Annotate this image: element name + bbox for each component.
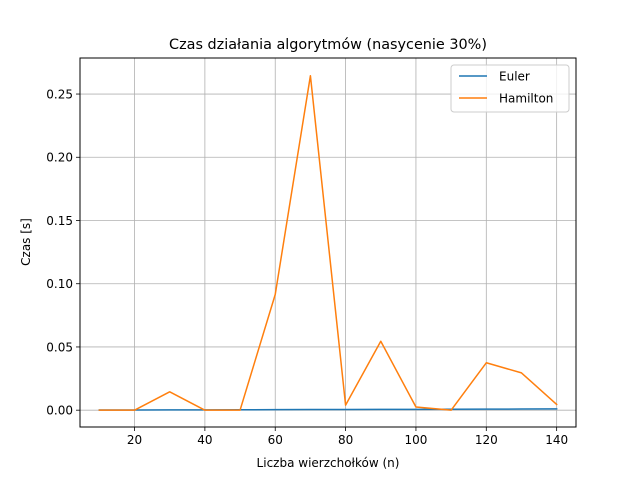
legend: Euler Hamilton xyxy=(450,64,570,113)
plot-frame xyxy=(79,57,577,428)
x-tick-label: 80 xyxy=(338,433,353,447)
series-lines xyxy=(98,74,558,411)
x-tick-label: 140 xyxy=(545,433,568,447)
y-tick-label: 0.00 xyxy=(46,403,73,417)
axis-ticks: 20 40 60 80 100 120 140 0.00 0.05 0.10 0.15 0.20 0.2… xyxy=(46,87,568,447)
y-tick-label: 0.10 xyxy=(46,277,73,291)
x-axis-label: Liczba wierzchołków (n) xyxy=(257,456,400,470)
y-tick-label: 0.25 xyxy=(46,87,73,101)
y-tick-label: 0.20 xyxy=(46,151,73,165)
chart-title: Czas działania algorytmów (nasycenie 30%… xyxy=(169,37,487,53)
x-tick-label: 60 xyxy=(268,433,283,447)
legend-label-euler: Euler xyxy=(499,70,530,84)
series-line-euler xyxy=(98,408,558,411)
x-tick-label: 100 xyxy=(404,433,427,447)
y-tick-label: 0.15 xyxy=(46,214,73,228)
x-tick-label: 40 xyxy=(197,433,212,447)
y-axis-label: Czas [s] xyxy=(19,218,33,266)
y-tick-label: 0.05 xyxy=(46,340,73,354)
x-tick-label: 120 xyxy=(475,433,498,447)
legend-label-hamilton: Hamilton xyxy=(499,92,553,106)
x-tick-label: 20 xyxy=(127,433,142,447)
series-line-hamilton xyxy=(98,74,558,411)
